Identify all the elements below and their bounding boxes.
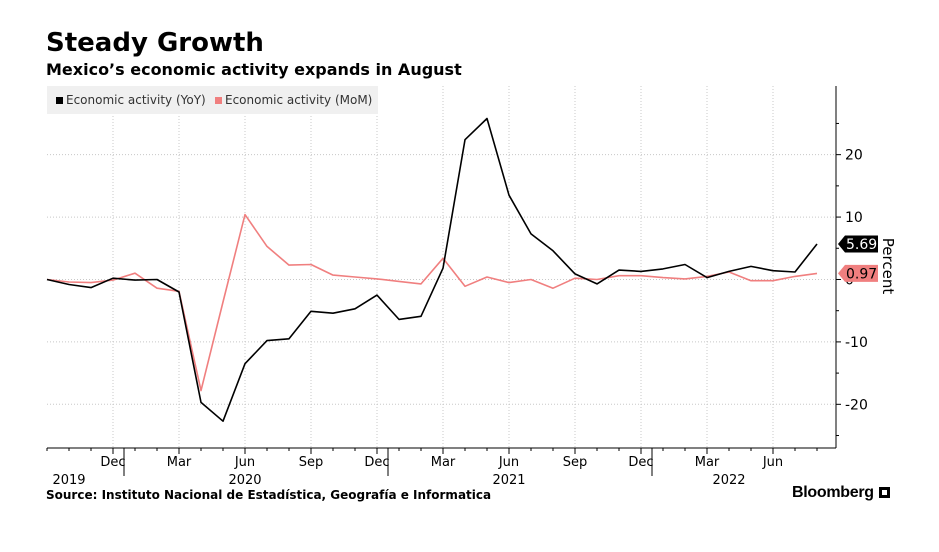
x-tick-label: Mar bbox=[695, 455, 720, 470]
chart-legend: Economic activity (YoY) Economic activit… bbox=[47, 86, 378, 114]
y-tick-label: -10 bbox=[845, 335, 868, 351]
end-label-yoy: 5.69 bbox=[846, 237, 877, 253]
y-axis-label: Percent bbox=[879, 238, 897, 295]
x-tick-label: Dec bbox=[364, 455, 389, 470]
x-tick-label: Jun bbox=[498, 455, 519, 470]
end-tag-yoy bbox=[838, 235, 878, 253]
x-year-label: 2019 bbox=[52, 473, 85, 488]
x-tick-label: Jun bbox=[234, 455, 255, 470]
series-line-yoy bbox=[46, 117, 818, 423]
x-year-label: 2021 bbox=[492, 473, 525, 488]
series-line-mom bbox=[46, 213, 818, 392]
y-tick-label: -20 bbox=[845, 397, 868, 413]
legend-swatch-mom bbox=[215, 97, 222, 104]
x-tick-label: Mar bbox=[167, 455, 192, 470]
tick-labels: -20-1001020DecMarJunSepDecMarJunSepDecMa… bbox=[52, 148, 867, 488]
grid-lines bbox=[47, 86, 836, 448]
legend-item-yoy: Economic activity (YoY) bbox=[56, 93, 206, 107]
chart-title: Steady Growth bbox=[46, 28, 264, 58]
legend-item-mom: Economic activity (MoM) bbox=[215, 93, 372, 107]
x-tick-label: Sep bbox=[563, 455, 588, 470]
x-year-label: 2022 bbox=[712, 473, 745, 488]
y-tick-label: 10 bbox=[845, 210, 863, 226]
end-tag-mom bbox=[838, 264, 878, 282]
x-tick-label: Sep bbox=[299, 455, 324, 470]
chart-subtitle: Mexico’s economic activity expands in Au… bbox=[46, 60, 462, 79]
bloomberg-logo: Bloomberg bbox=[792, 484, 890, 502]
legend-label-yoy: Economic activity (YoY) bbox=[66, 93, 206, 107]
x-tick-label: Jun bbox=[762, 455, 783, 470]
y-tick-label: 20 bbox=[845, 148, 863, 164]
x-tick-label: Mar bbox=[431, 455, 456, 470]
bloomberg-mark-icon bbox=[878, 487, 890, 498]
x-year-label: 2020 bbox=[228, 473, 261, 488]
source-note: Source: Instituto Nacional de Estadístic… bbox=[46, 488, 492, 502]
end-labels: 5.69 0.97 bbox=[838, 235, 878, 282]
axes bbox=[46, 86, 841, 476]
legend-label-mom: Economic activity (MoM) bbox=[225, 93, 373, 107]
x-tick-label: Dec bbox=[628, 455, 653, 470]
series-lines bbox=[46, 117, 818, 423]
brand-name: Bloomberg bbox=[792, 484, 874, 501]
x-tick-label: Dec bbox=[100, 455, 125, 470]
end-label-mom: 0.97 bbox=[846, 266, 877, 282]
legend-swatch-yoy bbox=[56, 97, 63, 104]
